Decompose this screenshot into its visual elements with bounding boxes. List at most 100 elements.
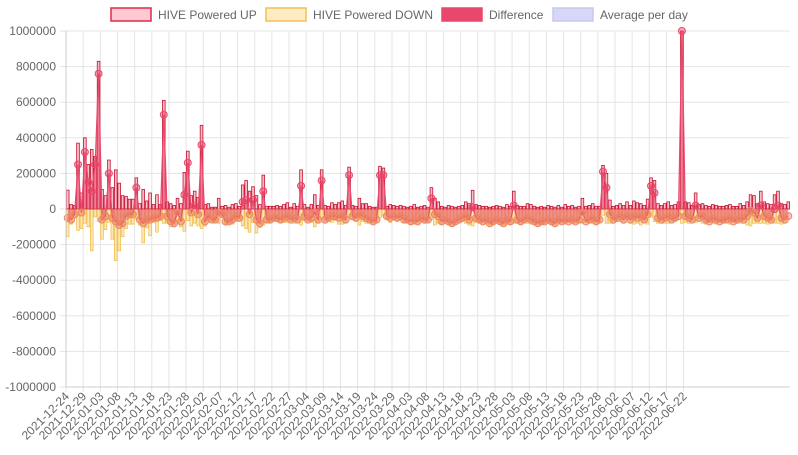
bar-powered-up[interactable] xyxy=(289,206,293,210)
difference-point[interactable] xyxy=(132,183,141,192)
bar-powered-up[interactable] xyxy=(395,205,399,210)
bar-powered-up[interactable] xyxy=(663,203,667,210)
difference-point[interactable] xyxy=(190,201,199,210)
difference-point[interactable] xyxy=(767,215,776,224)
bar-powered-up[interactable] xyxy=(735,205,739,210)
bar-powered-up[interactable] xyxy=(556,205,561,210)
bar-powered-up[interactable] xyxy=(227,206,231,210)
difference-point[interactable] xyxy=(602,183,611,192)
bar-powered-up[interactable] xyxy=(141,189,145,210)
bar-powered-up[interactable] xyxy=(426,206,430,210)
bar-powered-up[interactable] xyxy=(728,204,732,210)
bar-powered-up[interactable] xyxy=(563,204,567,210)
difference-point[interactable] xyxy=(379,171,388,180)
difference-point[interactable] xyxy=(297,181,306,190)
bar-powered-up[interactable] xyxy=(333,204,338,210)
bar-powered-up[interactable] xyxy=(268,205,272,210)
difference-point[interactable] xyxy=(427,194,436,203)
bar-powered-up[interactable] xyxy=(573,206,578,210)
difference-point[interactable] xyxy=(173,208,182,217)
difference-point[interactable] xyxy=(77,208,86,217)
bar-powered-up[interactable] xyxy=(409,205,413,210)
difference-point[interactable] xyxy=(317,176,326,185)
bar-powered-up[interactable] xyxy=(741,205,746,210)
bar-powered-up[interactable] xyxy=(525,203,530,210)
bar-powered-up[interactable] xyxy=(367,205,372,210)
bar-powered-up[interactable] xyxy=(765,203,770,210)
bar-powered-up[interactable] xyxy=(632,200,636,210)
bar-powered-up[interactable] xyxy=(542,206,547,210)
bar-powered-up[interactable] xyxy=(625,201,629,210)
bar-powered-up[interactable] xyxy=(422,205,427,210)
bar-powered-up[interactable] xyxy=(306,206,310,210)
bar-powered-up[interactable] xyxy=(275,205,279,210)
bar-powered-up[interactable] xyxy=(206,203,211,210)
difference-point[interactable] xyxy=(118,219,127,228)
bar-powered-up[interactable] xyxy=(700,203,705,210)
bar-powered-up[interactable] xyxy=(481,205,485,210)
bar-powered-up[interactable] xyxy=(460,205,465,210)
legend-item[interactable]: Difference xyxy=(441,7,544,22)
bar-powered-up[interactable] xyxy=(337,202,341,210)
difference-point[interactable] xyxy=(87,187,96,196)
bar-powered-down[interactable] xyxy=(93,208,97,218)
difference-point[interactable] xyxy=(242,196,251,205)
bar-powered-up[interactable] xyxy=(285,202,290,210)
difference-point[interactable] xyxy=(170,219,179,228)
bar-powered-up[interactable] xyxy=(522,205,526,210)
legend-item[interactable]: HIVE Powered UP xyxy=(110,7,257,22)
bar-powered-up[interactable] xyxy=(69,204,73,210)
bar-powered-up[interactable] xyxy=(566,205,571,210)
difference-point[interactable] xyxy=(372,215,381,224)
difference-point[interactable] xyxy=(424,215,432,224)
bar-powered-up[interactable] xyxy=(673,204,677,210)
bar-powered-up[interactable] xyxy=(717,205,722,210)
bar-powered-up[interactable] xyxy=(587,205,592,210)
difference-point[interactable] xyxy=(197,140,206,149)
difference-point[interactable] xyxy=(259,187,268,196)
bar-powered-up[interactable] xyxy=(457,205,461,210)
bar-powered-up[interactable] xyxy=(65,189,70,210)
bar-powered-up[interactable] xyxy=(639,203,643,210)
bar-powered-up[interactable] xyxy=(282,204,286,210)
bar-powered-up[interactable] xyxy=(570,205,574,210)
difference-point[interactable] xyxy=(578,208,587,217)
bar-powered-up[interactable] xyxy=(539,205,543,210)
bar-powered-up[interactable] xyxy=(621,205,626,210)
bar-powered-up[interactable] xyxy=(491,205,495,210)
bar-powered-up[interactable] xyxy=(168,203,173,210)
difference-point[interactable] xyxy=(94,69,103,78)
bar-powered-up[interactable] xyxy=(464,201,468,210)
bar-powered-up[interactable] xyxy=(213,206,217,210)
bar-powered-up[interactable] xyxy=(529,204,533,210)
bar-powered-up[interactable] xyxy=(494,205,499,210)
bar-powered-up[interactable] xyxy=(560,206,564,210)
bar-powered-up[interactable] xyxy=(371,206,375,210)
bar-powered-up[interactable] xyxy=(415,206,420,210)
bar-powered-up[interactable] xyxy=(313,194,317,210)
difference-point[interactable] xyxy=(183,158,192,167)
difference-point[interactable] xyxy=(643,210,652,219)
bar-powered-up[interactable] xyxy=(498,205,502,210)
legend-item[interactable]: HIVE Powered DOWN xyxy=(265,7,433,22)
bar-powered-up[interactable] xyxy=(721,205,725,210)
bar-powered-up[interactable] xyxy=(258,204,262,210)
bar-powered-up[interactable] xyxy=(357,197,362,210)
bar-powered-up[interactable] xyxy=(388,204,392,210)
bar-powered-down[interactable] xyxy=(86,208,91,228)
bar-powered-up[interactable] xyxy=(584,205,588,210)
bar-powered-up[interactable] xyxy=(230,204,235,210)
bar-powered-up[interactable] xyxy=(148,192,152,210)
bar-powered-up[interactable] xyxy=(354,205,358,210)
bar-powered-up[interactable] xyxy=(278,205,283,210)
bar-powered-up[interactable] xyxy=(391,205,396,210)
bar-powered-up[interactable] xyxy=(731,205,736,210)
difference-point[interactable] xyxy=(293,215,302,224)
bar-powered-up[interactable] xyxy=(590,203,595,210)
bar-powered-up[interactable] xyxy=(536,206,540,210)
bar-powered-up[interactable] xyxy=(117,182,121,210)
difference-point[interactable] xyxy=(235,213,244,222)
bar-powered-up[interactable] xyxy=(439,205,444,210)
bar-powered-up[interactable] xyxy=(642,205,646,210)
bar-powered-up[interactable] xyxy=(628,205,633,210)
